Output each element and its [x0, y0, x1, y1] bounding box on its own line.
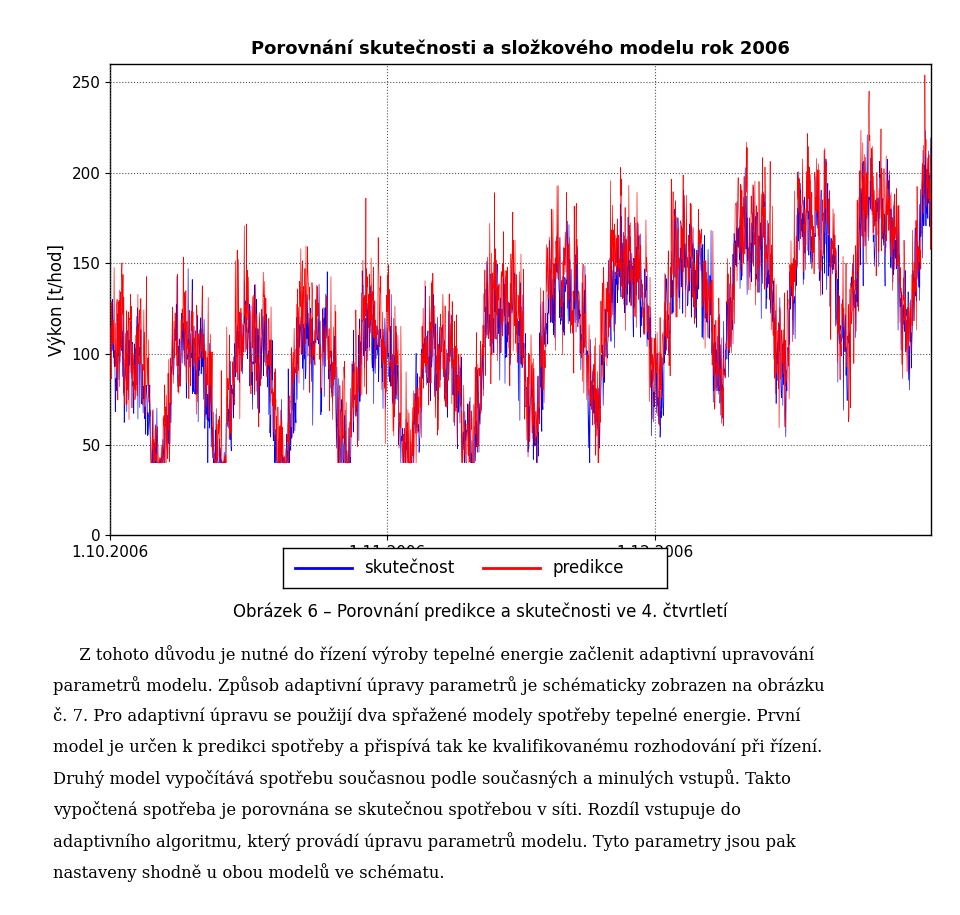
Text: predikce: predikce — [552, 559, 623, 577]
Text: parametrů modelu. Způsob adaptivní úpravy parametrů je schématicky zobrazen na o: parametrů modelu. Způsob adaptivní úprav… — [53, 676, 825, 695]
Y-axis label: Výkon [t/hod]: Výkon [t/hod] — [48, 243, 66, 356]
Text: Obrázek 6 – Porovnání predikce a skutečnosti ve 4. čtvrtletí: Obrázek 6 – Porovnání predikce a skutečn… — [232, 602, 728, 620]
X-axis label: Čas: Čas — [506, 565, 536, 582]
Text: model je určen k predikci spotřeby a přispívá tak ke kvalifikovanému rozhodování: model je určen k predikci spotřeby a při… — [53, 738, 822, 757]
Text: č. 7. Pro adaptivní úpravu se použijí dva spřažené modely spotřeby tepelné energ: č. 7. Pro adaptivní úpravu se použijí dv… — [53, 707, 801, 726]
Text: nastaveny shodně u obou modelů ve schématu.: nastaveny shodně u obou modelů ve schéma… — [53, 863, 444, 882]
Text: vypočtená spotřeba je porovnána se skutečnou spotřebou v síti. Rozdíl vstupuje d: vypočtená spotřeba je porovnána se skute… — [53, 801, 741, 819]
Text: Druhý model vypočítává spotřebu současnou podle současných a minulých vstupů. Ta: Druhý model vypočítává spotřebu současno… — [53, 770, 791, 789]
Text: Z tohoto důvodu je nutné do řízení výroby tepelné energie začlenit adaptivní upr: Z tohoto důvodu je nutné do řízení výrob… — [53, 645, 814, 664]
Text: adaptivního algoritmu, který provádí úpravu parametrů modelu. Tyto parametry jso: adaptivního algoritmu, který provádí úpr… — [53, 832, 796, 851]
Title: Porovnání skutečnosti a složkového modelu rok 2006: Porovnání skutečnosti a složkového model… — [252, 40, 790, 59]
Text: skutečnost: skutečnost — [364, 559, 454, 577]
